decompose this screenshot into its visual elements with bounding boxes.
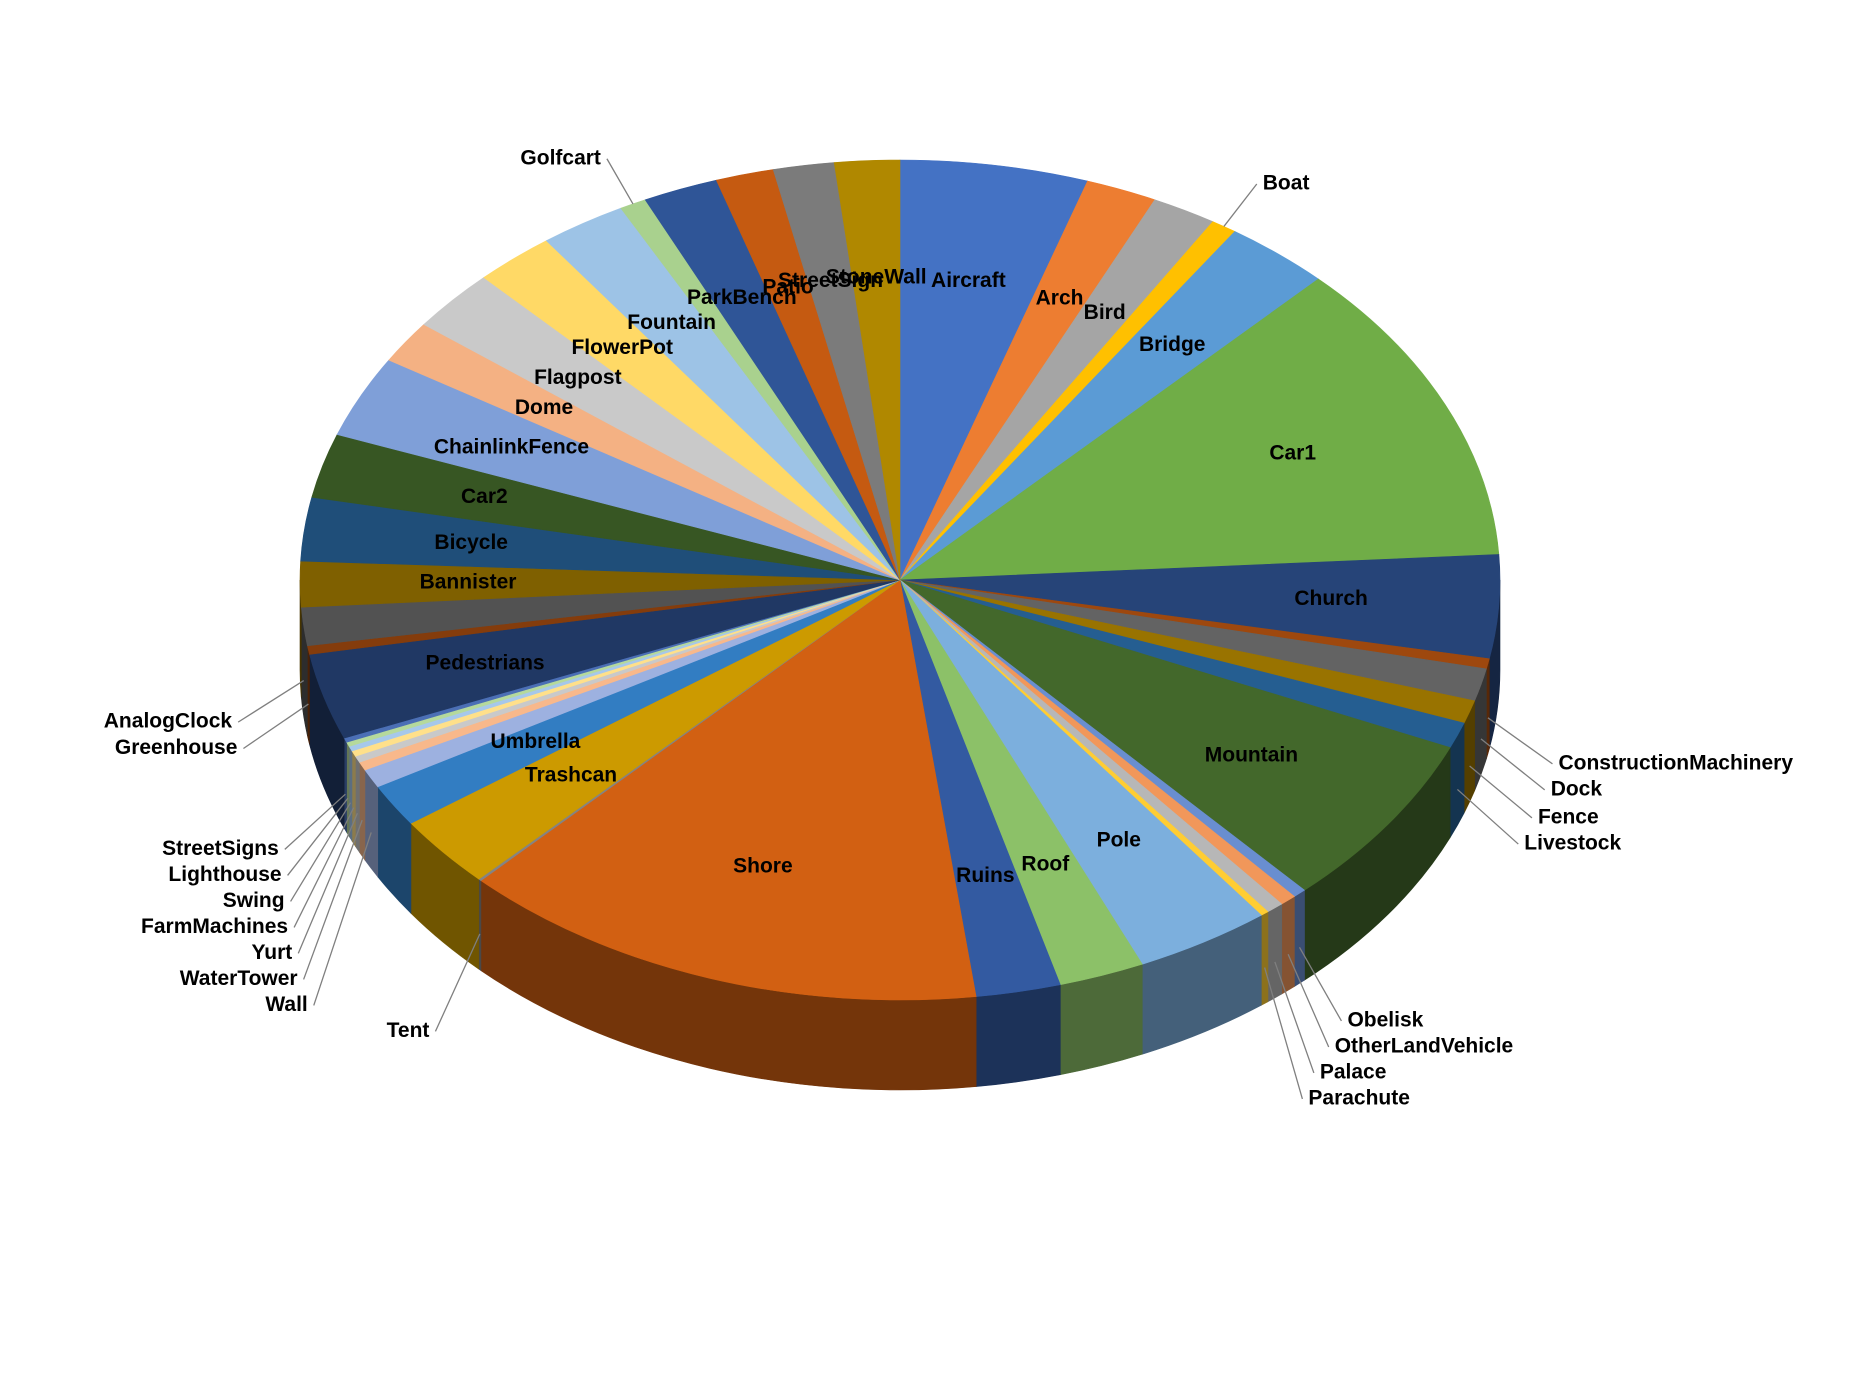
leader-line [293,807,355,928]
slice-label: AnalogClock [104,710,233,733]
pie-slice [899,159,1089,581]
slice-label: StreetSigns [162,837,279,860]
leader-line [1287,954,1330,1048]
slice-label: Shore [733,854,793,877]
slice-label: ConstructionMachinery [1558,751,1793,774]
slice-label: Parachute [1308,1087,1410,1110]
leader-line [1223,183,1258,227]
slice-label: Dome [515,396,573,419]
slice-label: Pole [1097,828,1141,851]
slice-label: FlowerPot [571,336,673,359]
leader-line [1264,967,1304,1100]
slice-label: Arch [1036,287,1084,310]
slice-label: Greenhouse [115,736,238,759]
pie-slice [480,579,977,1001]
leader-line [1480,738,1546,791]
slice-label: Ruins [956,864,1014,887]
slice-label: Lighthouse [168,863,281,886]
pie-slice [899,579,1451,891]
slice-label: Livestock [1524,832,1621,855]
slice-label: Bannister [420,571,517,594]
slice-label: Roof [1021,852,1070,875]
slice-label: Fence [1538,805,1599,828]
slice-label: Mountain [1205,743,1298,766]
pie-side [343,737,347,834]
slice-label: Trashcan [525,764,617,787]
slice-label: Car2 [461,485,508,508]
leader-line [434,933,481,1032]
slice-label: StoneWall [826,266,927,289]
leader-line [1469,765,1533,819]
pie-slice [899,278,1500,581]
leader-line [303,819,363,980]
leader-line [313,832,372,1006]
slice-label: Pedestrians [426,652,545,675]
slice-label: Umbrella [491,730,581,753]
slice-label: OtherLandVehicle [1335,1035,1514,1058]
slice-label: Golfcart [520,146,601,169]
pie-side [478,878,482,972]
leader-line [1456,788,1519,845]
slice-label: Boat [1263,172,1310,195]
slice-label: Obelisk [1347,1009,1423,1032]
pie-side [359,761,366,861]
slice-label: Swing [223,889,285,912]
slice-label: ChainlinkFence [434,435,589,458]
slice-label: StreetSign [778,269,883,292]
pie-side [1261,911,1269,1006]
slice-label: Wall [265,993,307,1016]
slice-label: Aircraft [931,269,1006,292]
leader-line [297,813,358,954]
slice-label: Church [1294,587,1368,610]
pie-slice [833,159,901,581]
slice-label: Palace [1320,1061,1387,1084]
leader-line [290,802,352,902]
slice-label: Fountain [627,311,716,334]
slice-label: Tent [387,1019,430,1042]
slice-label: WaterTower [180,967,298,990]
slice-label: FarmMachines [141,915,288,938]
leader-line [1274,961,1315,1074]
slice-label: Car1 [1269,441,1316,464]
leader-line [1487,717,1553,765]
leader-line [287,797,349,876]
leader-line [237,680,305,723]
pie-side [351,749,356,848]
slice-label: Flagpost [534,366,622,389]
slice-label: Bridge [1139,333,1206,356]
slice-label: Dock [1551,777,1603,800]
pie-side [975,984,1061,1087]
leader-line [284,793,346,850]
slice-label: Bicycle [434,531,508,554]
slice-label: Patio [762,275,813,298]
pie-side [364,769,379,878]
pie-side [1281,895,1295,995]
leader-line [1298,947,1343,1022]
leader-line [606,158,634,205]
pie-side [307,645,310,745]
slice-label: Yurt [251,941,292,964]
slice-label: ParkBench [687,286,797,309]
slice-label: Bird [1084,301,1126,324]
leader-line [243,703,309,750]
